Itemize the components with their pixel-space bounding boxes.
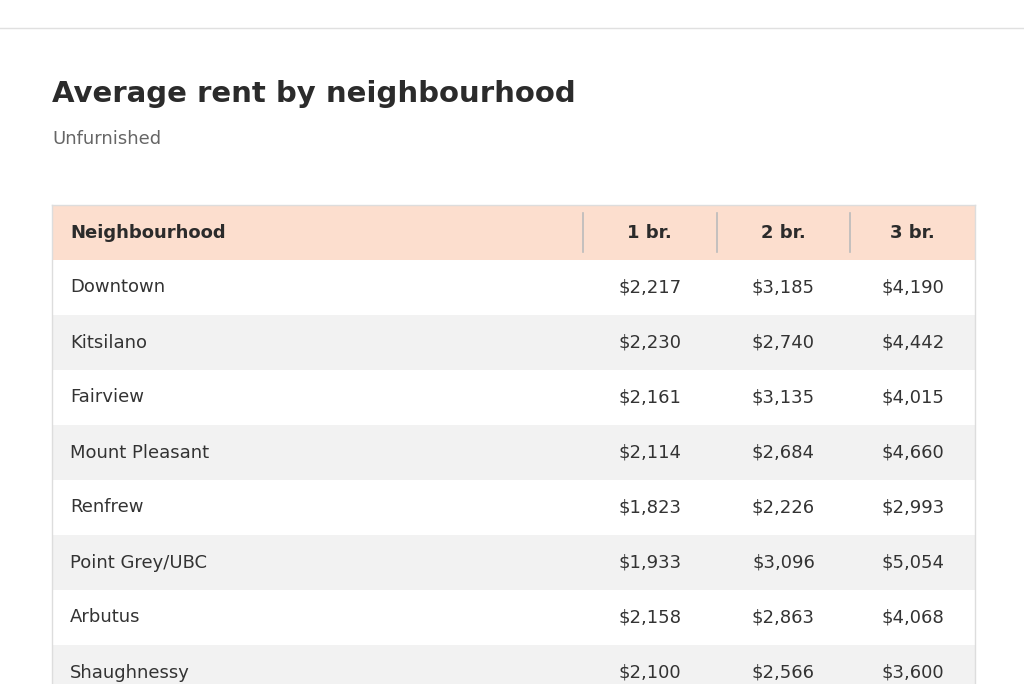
Bar [52,590,975,645]
Bar [52,205,975,260]
Text: $3,096: $3,096 [752,553,815,572]
Bar [52,260,975,315]
Text: Average rent by neighbourhood: Average rent by neighbourhood [52,80,575,108]
Text: 1 br.: 1 br. [628,224,672,241]
Bar [52,370,975,425]
Text: $3,135: $3,135 [752,389,815,406]
Text: $4,190: $4,190 [882,278,944,296]
Text: $2,161: $2,161 [618,389,681,406]
Text: $2,114: $2,114 [618,443,681,462]
Bar [52,480,975,535]
Text: Mount Pleasant: Mount Pleasant [70,443,209,462]
Text: Neighbourhood: Neighbourhood [70,224,225,241]
Text: $4,442: $4,442 [881,334,944,352]
Text: $3,600: $3,600 [882,663,944,681]
Text: 3 br.: 3 br. [890,224,935,241]
Text: $2,230: $2,230 [618,334,681,352]
Text: $2,993: $2,993 [881,499,944,516]
Text: $2,226: $2,226 [752,499,815,516]
Text: $4,068: $4,068 [882,609,944,627]
Text: Fairview: Fairview [70,389,144,406]
Bar [52,535,975,590]
Bar [52,425,975,480]
Text: Shaughnessy: Shaughnessy [70,663,189,681]
Text: $4,015: $4,015 [882,389,944,406]
Text: $3,185: $3,185 [752,278,815,296]
Text: Downtown: Downtown [70,278,165,296]
Text: $2,158: $2,158 [618,609,681,627]
Text: Renfrew: Renfrew [70,499,143,516]
Text: $2,566: $2,566 [752,663,815,681]
Bar [52,645,975,684]
Text: $2,100: $2,100 [618,663,681,681]
Text: $1,823: $1,823 [618,499,681,516]
Bar [52,315,975,370]
Text: $2,740: $2,740 [752,334,815,352]
Text: $2,863: $2,863 [752,609,815,627]
Text: $5,054: $5,054 [882,553,944,572]
Text: $1,933: $1,933 [618,553,681,572]
Text: $4,660: $4,660 [882,443,944,462]
Text: Unfurnished: Unfurnished [52,130,161,148]
Text: $2,217: $2,217 [618,278,681,296]
Text: Point Grey/UBC: Point Grey/UBC [70,553,207,572]
Text: 2 br.: 2 br. [761,224,806,241]
Text: Kitsilano: Kitsilano [70,334,147,352]
Text: Arbutus: Arbutus [70,609,140,627]
Text: $2,684: $2,684 [752,443,815,462]
